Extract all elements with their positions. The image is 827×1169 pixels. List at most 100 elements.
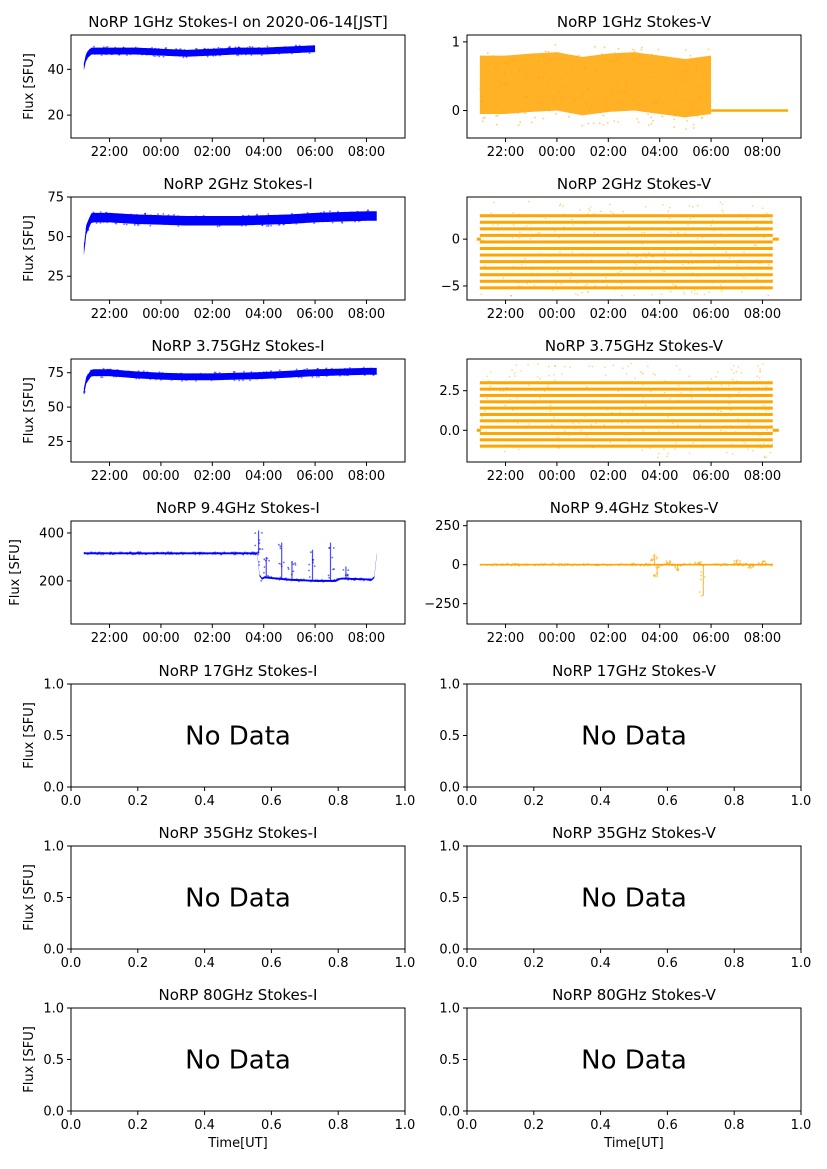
data-point (676, 111, 679, 114)
data-point (490, 212, 493, 214)
data-point (292, 47, 295, 50)
data-point (757, 387, 760, 389)
data-point (197, 551, 200, 554)
data-point (333, 579, 336, 581)
data-point (348, 367, 351, 369)
data-point (595, 422, 597, 425)
no-data-text: No Data (185, 884, 291, 914)
data-point (481, 100, 484, 102)
data-point (651, 53, 653, 56)
data-point (505, 393, 507, 395)
data-point (294, 562, 297, 565)
data-point (131, 552, 134, 555)
data-point (372, 372, 374, 375)
data-point (594, 284, 597, 287)
data-point (165, 377, 167, 380)
data-point (98, 551, 101, 554)
data-point (563, 430, 566, 433)
data-point (331, 221, 334, 224)
panel-1ghz-i: NoRP 1GHz Stokes-I on 2020-06-14[JST]22:… (22, 13, 406, 160)
x-tick-label: 0.4 (590, 956, 611, 971)
x-tick-label: 22:00 (487, 631, 524, 646)
data-point (517, 112, 520, 114)
y-tick-label: 0 (452, 233, 460, 248)
y-tick-label: 1.0 (439, 840, 460, 855)
x-tick-label: 0.8 (724, 794, 745, 809)
data-point (177, 553, 180, 555)
data-point (269, 52, 271, 55)
data-point (572, 432, 575, 434)
data-point (345, 212, 348, 215)
data-point (561, 564, 564, 566)
data-point (291, 52, 293, 55)
data-point (330, 367, 333, 370)
data-point (691, 272, 694, 275)
data-point (700, 571, 702, 574)
data-point (588, 209, 591, 212)
data-point (145, 53, 148, 56)
x-tick-label: 00:00 (142, 469, 179, 484)
data-point (495, 66, 497, 69)
data-point (234, 553, 237, 556)
data-point (713, 229, 715, 232)
data-point (542, 76, 544, 79)
data-point (772, 428, 779, 432)
data-point (235, 221, 237, 223)
data-point (291, 212, 293, 215)
data-point (290, 376, 293, 378)
panel-2ghz-i: NoRP 2GHz Stokes-I22:00 00:00 02:00 04:00 06… (22, 175, 406, 322)
series-stripe (479, 286, 773, 290)
data-point (710, 224, 712, 227)
data-point (578, 54, 580, 57)
data-point (553, 373, 555, 376)
y-tick-label: 0.0 (439, 1105, 460, 1120)
data-point (502, 83, 505, 86)
data-point (307, 46, 310, 49)
data-point (674, 109, 677, 112)
data-point (170, 54, 173, 57)
data-point (594, 382, 597, 385)
data-point (479, 564, 482, 567)
data-point (663, 250, 666, 253)
data-point (686, 100, 689, 103)
data-point (257, 373, 260, 376)
data-point (504, 404, 507, 407)
data-point (129, 49, 132, 52)
x-tick-label: 0.4 (590, 794, 611, 809)
data-point (114, 46, 117, 49)
data-point (170, 51, 172, 54)
data-point (476, 428, 481, 432)
data-point (192, 375, 195, 378)
x-tick-label: 0.0 (457, 1118, 478, 1133)
data-point (112, 375, 115, 378)
data-point (126, 54, 128, 57)
data-point (344, 217, 347, 220)
data-point (618, 89, 621, 92)
data-point (513, 372, 516, 374)
data-point (699, 563, 702, 566)
data-point (343, 367, 346, 370)
data-point (566, 71, 569, 74)
data-point (505, 235, 508, 237)
data-point (650, 71, 653, 73)
data-point (138, 218, 141, 221)
data-point (218, 225, 221, 227)
data-point (639, 258, 642, 260)
data-point (496, 103, 499, 106)
data-point (287, 51, 290, 53)
data-point (641, 231, 643, 234)
data-point (281, 218, 283, 220)
data-point (153, 214, 156, 217)
data-point (133, 50, 135, 53)
data-point (100, 54, 103, 56)
data-point (213, 552, 216, 555)
data-point (626, 84, 629, 86)
data-point (106, 216, 109, 219)
data-point (171, 52, 174, 55)
data-point (517, 124, 520, 126)
data-point (631, 409, 634, 412)
data-point (742, 563, 745, 565)
panel-title: NoRP 2GHz Stokes-I (163, 175, 312, 193)
data-point (327, 574, 330, 577)
data-point (484, 267, 487, 269)
